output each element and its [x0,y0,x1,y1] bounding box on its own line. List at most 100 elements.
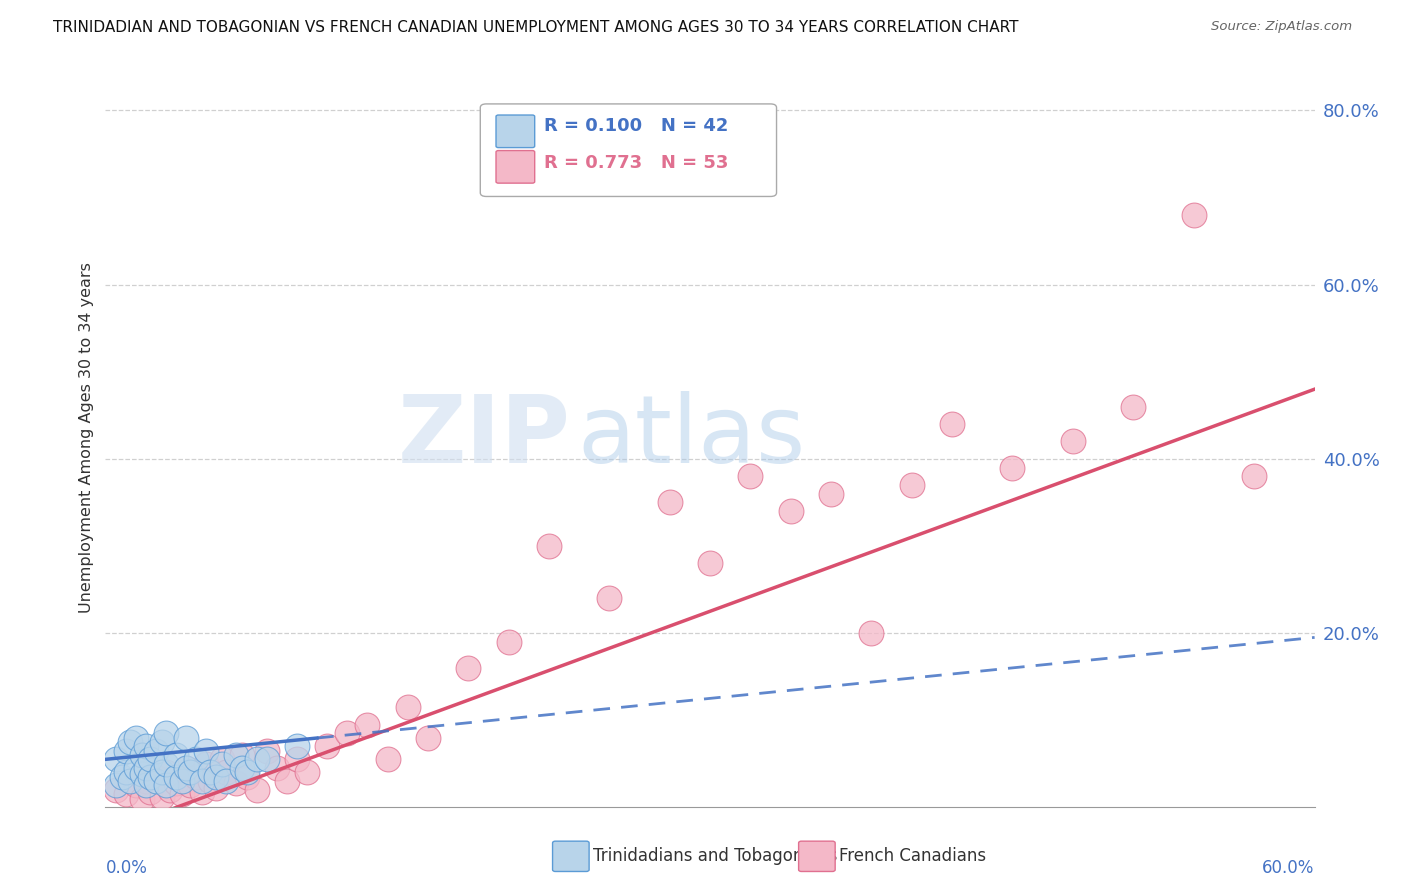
Point [200,774,222,789]
Point [205,770,228,784]
Point [131,767,153,781]
Point [235,770,257,784]
Point [159,782,181,797]
Text: TRINIDADIAN AND TOBAGONIAN VS FRENCH CANADIAN UNEMPLOYMENT AMONG AGES 30 TO 34 Y: TRINIDADIAN AND TOBAGONIAN VS FRENCH CAN… [53,20,1019,35]
Point [170,774,193,789]
Point [139,784,162,798]
Point [150,789,173,804]
Point [1122,400,1144,414]
Point [155,765,177,780]
Point [174,731,197,745]
Text: ZIP: ZIP [398,391,571,483]
Point [246,782,269,797]
Point [231,747,253,762]
Point [200,765,222,780]
Point [699,557,721,571]
Point [165,770,187,784]
Point [1243,469,1265,483]
Point [235,765,257,780]
Text: 60.0%: 60.0% [1263,859,1315,877]
Point [135,761,157,775]
Point [740,469,762,483]
Point [135,774,157,789]
Point [285,739,308,754]
Point [174,761,197,775]
Point [225,747,247,762]
Point [377,752,399,766]
Point [114,744,136,758]
Point [1062,434,1084,449]
Point [316,739,339,754]
Point [336,726,359,740]
Point [110,770,132,784]
Text: R = 0.773   N = 53: R = 0.773 N = 53 [544,154,728,172]
Text: French Canadians: French Canadians [839,847,987,865]
Point [295,765,318,780]
Point [150,735,173,749]
Point [266,761,288,775]
Y-axis label: Unemployment Among Ages 30 to 34 years: Unemployment Among Ages 30 to 34 years [79,261,94,613]
Point [225,776,247,790]
Text: atlas: atlas [576,391,806,483]
Point [145,774,167,789]
Point [416,731,439,745]
Point [155,726,177,740]
Point [139,770,162,784]
Point [104,752,127,766]
Point [941,417,963,431]
Point [114,787,136,801]
Point [658,495,681,509]
Point [285,752,308,766]
Text: Source: ZipAtlas.com: Source: ZipAtlas.com [1212,20,1353,33]
Point [186,770,208,784]
Point [256,752,278,766]
Point [150,765,173,780]
Point [195,756,218,771]
Point [256,744,278,758]
Point [124,731,148,745]
Point [131,791,153,805]
Point [165,776,187,790]
Point [104,782,127,797]
Text: 0.0%: 0.0% [105,859,148,877]
Point [356,717,378,731]
Point [900,478,922,492]
Point [205,781,228,796]
Point [211,752,233,766]
Point [860,626,883,640]
Point [174,761,197,775]
Point [155,756,177,771]
Point [215,765,238,780]
FancyBboxPatch shape [496,151,534,183]
Point [498,634,520,648]
Point [118,774,141,789]
Point [104,779,127,793]
Point [179,765,201,780]
Point [135,779,157,793]
Text: Trinidadians and Tobagonians: Trinidadians and Tobagonians [593,847,838,865]
Point [1182,208,1205,222]
Point [276,774,298,789]
Point [165,747,187,762]
Point [114,765,136,780]
Point [145,770,167,784]
Point [135,739,157,754]
Point [246,752,269,766]
Point [820,486,842,500]
Point [396,700,419,714]
FancyBboxPatch shape [496,115,534,147]
Point [124,779,148,793]
Point [195,744,218,758]
Point [186,752,208,766]
Point [779,504,801,518]
Point [211,756,233,771]
Point [131,747,153,762]
Point [139,752,162,766]
Point [191,774,214,789]
FancyBboxPatch shape [481,104,776,196]
Text: R = 0.100   N = 42: R = 0.100 N = 42 [544,117,728,135]
Point [231,761,253,775]
Point [179,779,201,793]
Point [598,591,620,606]
Point [457,661,479,675]
